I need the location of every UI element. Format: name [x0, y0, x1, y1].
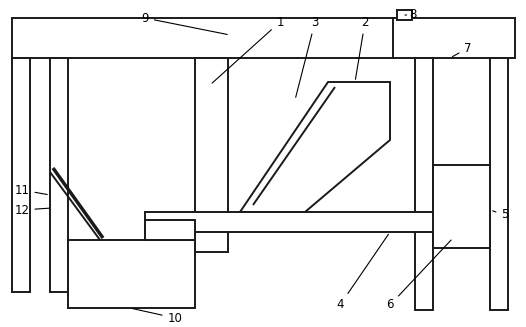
- Text: 12: 12: [15, 203, 49, 216]
- Bar: [415, 58, 433, 310]
- Text: 7: 7: [452, 42, 472, 57]
- Text: 4: 4: [336, 234, 388, 312]
- Text: 5: 5: [493, 209, 509, 221]
- Text: 3: 3: [296, 15, 319, 97]
- Bar: [490, 58, 508, 310]
- Text: 10: 10: [133, 309, 183, 324]
- Text: 11: 11: [15, 183, 47, 197]
- Bar: [145, 220, 195, 240]
- Polygon shape: [240, 82, 390, 212]
- Bar: [433, 165, 490, 248]
- Bar: [397, 10, 412, 20]
- Text: 6: 6: [386, 240, 451, 312]
- Text: 2: 2: [356, 15, 369, 79]
- Bar: [195, 58, 228, 252]
- Bar: [50, 58, 68, 292]
- Bar: [145, 212, 470, 232]
- Bar: [453, 208, 478, 236]
- Text: 1: 1: [212, 15, 284, 83]
- Bar: [12, 18, 394, 58]
- Bar: [453, 230, 478, 240]
- Text: 8: 8: [405, 9, 417, 22]
- Bar: [68, 240, 195, 308]
- Bar: [393, 18, 515, 58]
- Bar: [12, 58, 30, 292]
- Text: 9: 9: [141, 11, 227, 34]
